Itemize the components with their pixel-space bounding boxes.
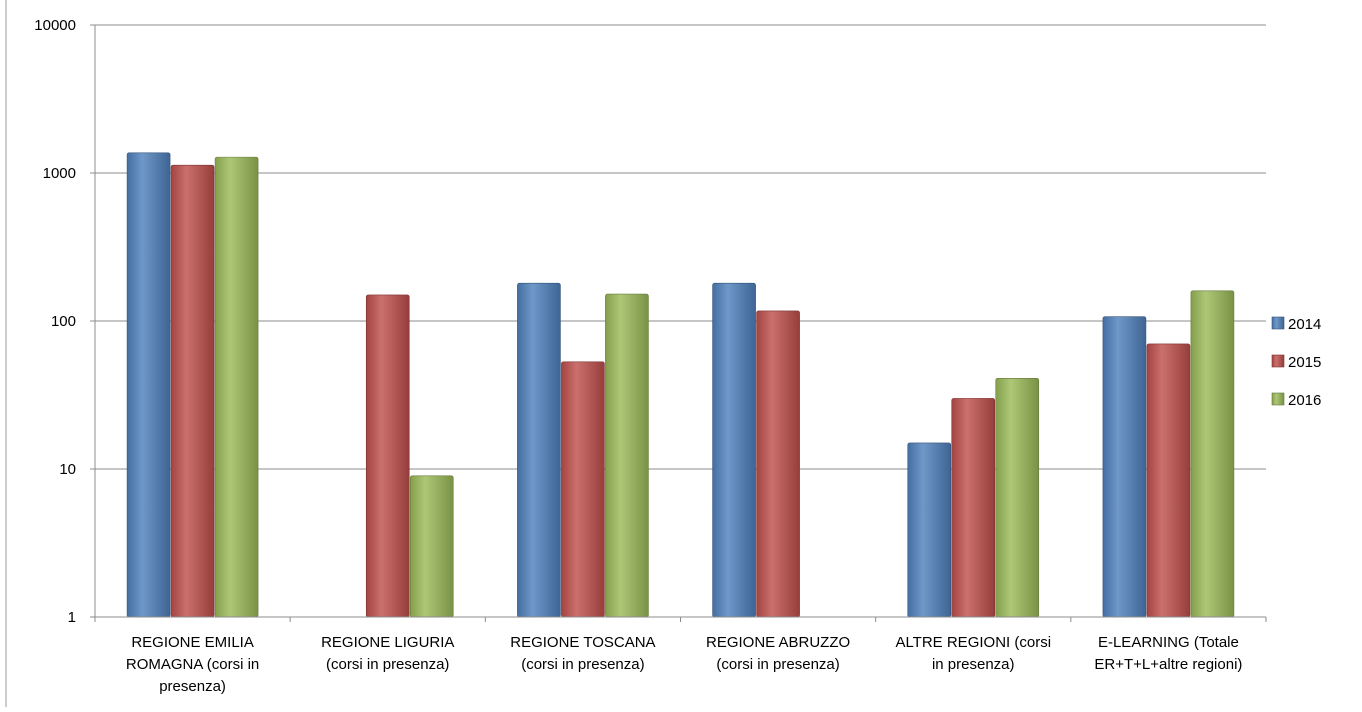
y-tick-label: 1 [68, 609, 76, 626]
bar-2015-3 [756, 310, 800, 618]
bar-2015-4 [951, 398, 996, 618]
axes: 1 10 100 1000 10000 REGIONE EMILIA ROMAGNA (co… [5, 0, 1267, 707]
bar-2015-1 [365, 294, 410, 618]
x-category-label: REGIONE TOSCANA (corsi in presenza) [510, 634, 655, 673]
bar-2015-0 [170, 164, 215, 618]
legend-swatch [1271, 392, 1285, 406]
grid [95, 24, 1266, 470]
bar-2014-0 [126, 152, 171, 618]
x-category-label: ALTRE REGIONI (corsi in presenza) [895, 634, 1051, 673]
bar-2014-4 [907, 442, 952, 618]
bars [126, 152, 1235, 618]
bar-2016-1 [409, 475, 454, 618]
x-category-label: E-LEARNING (Totale ER+T+L+altre regioni) [1094, 634, 1242, 673]
legend-swatch [1271, 354, 1285, 368]
legend-item-2014: 2014 [1271, 316, 1321, 333]
bar-2016-0 [214, 156, 259, 618]
x-category-label: REGIONE ABRUZZO (corsi in presenza) [706, 634, 850, 673]
legend-label: 2016 [1288, 392, 1321, 409]
bar-2015-5 [1146, 343, 1191, 618]
bar-2016-4 [995, 378, 1040, 618]
legend-swatch [1271, 316, 1285, 330]
legend: 2014 2015 2016 [1271, 316, 1321, 409]
bar-2014-5 [1102, 316, 1147, 618]
bar-2014-2 [517, 282, 561, 618]
bar-2016-2 [605, 293, 649, 618]
y-tick-label: 1000 [43, 165, 76, 182]
legend-item-2015: 2015 [1271, 354, 1321, 371]
bar-2015-2 [561, 361, 605, 618]
y-tick-label: 10000 [34, 17, 76, 34]
bar-2016-5 [1190, 290, 1235, 618]
y-tick-label: 100 [51, 313, 76, 330]
legend-label: 2015 [1288, 354, 1321, 371]
x-category-label: REGIONE EMILIA ROMAGNA (corsi in presenza) [126, 634, 259, 695]
y-tick-label: 10 [59, 461, 76, 478]
legend-item-2016: 2016 [1271, 392, 1321, 409]
legend-label: 2014 [1288, 316, 1321, 333]
x-category-label: REGIONE LIGURIA (corsi in presenza) [321, 634, 454, 673]
bar-2014-3 [712, 282, 756, 618]
